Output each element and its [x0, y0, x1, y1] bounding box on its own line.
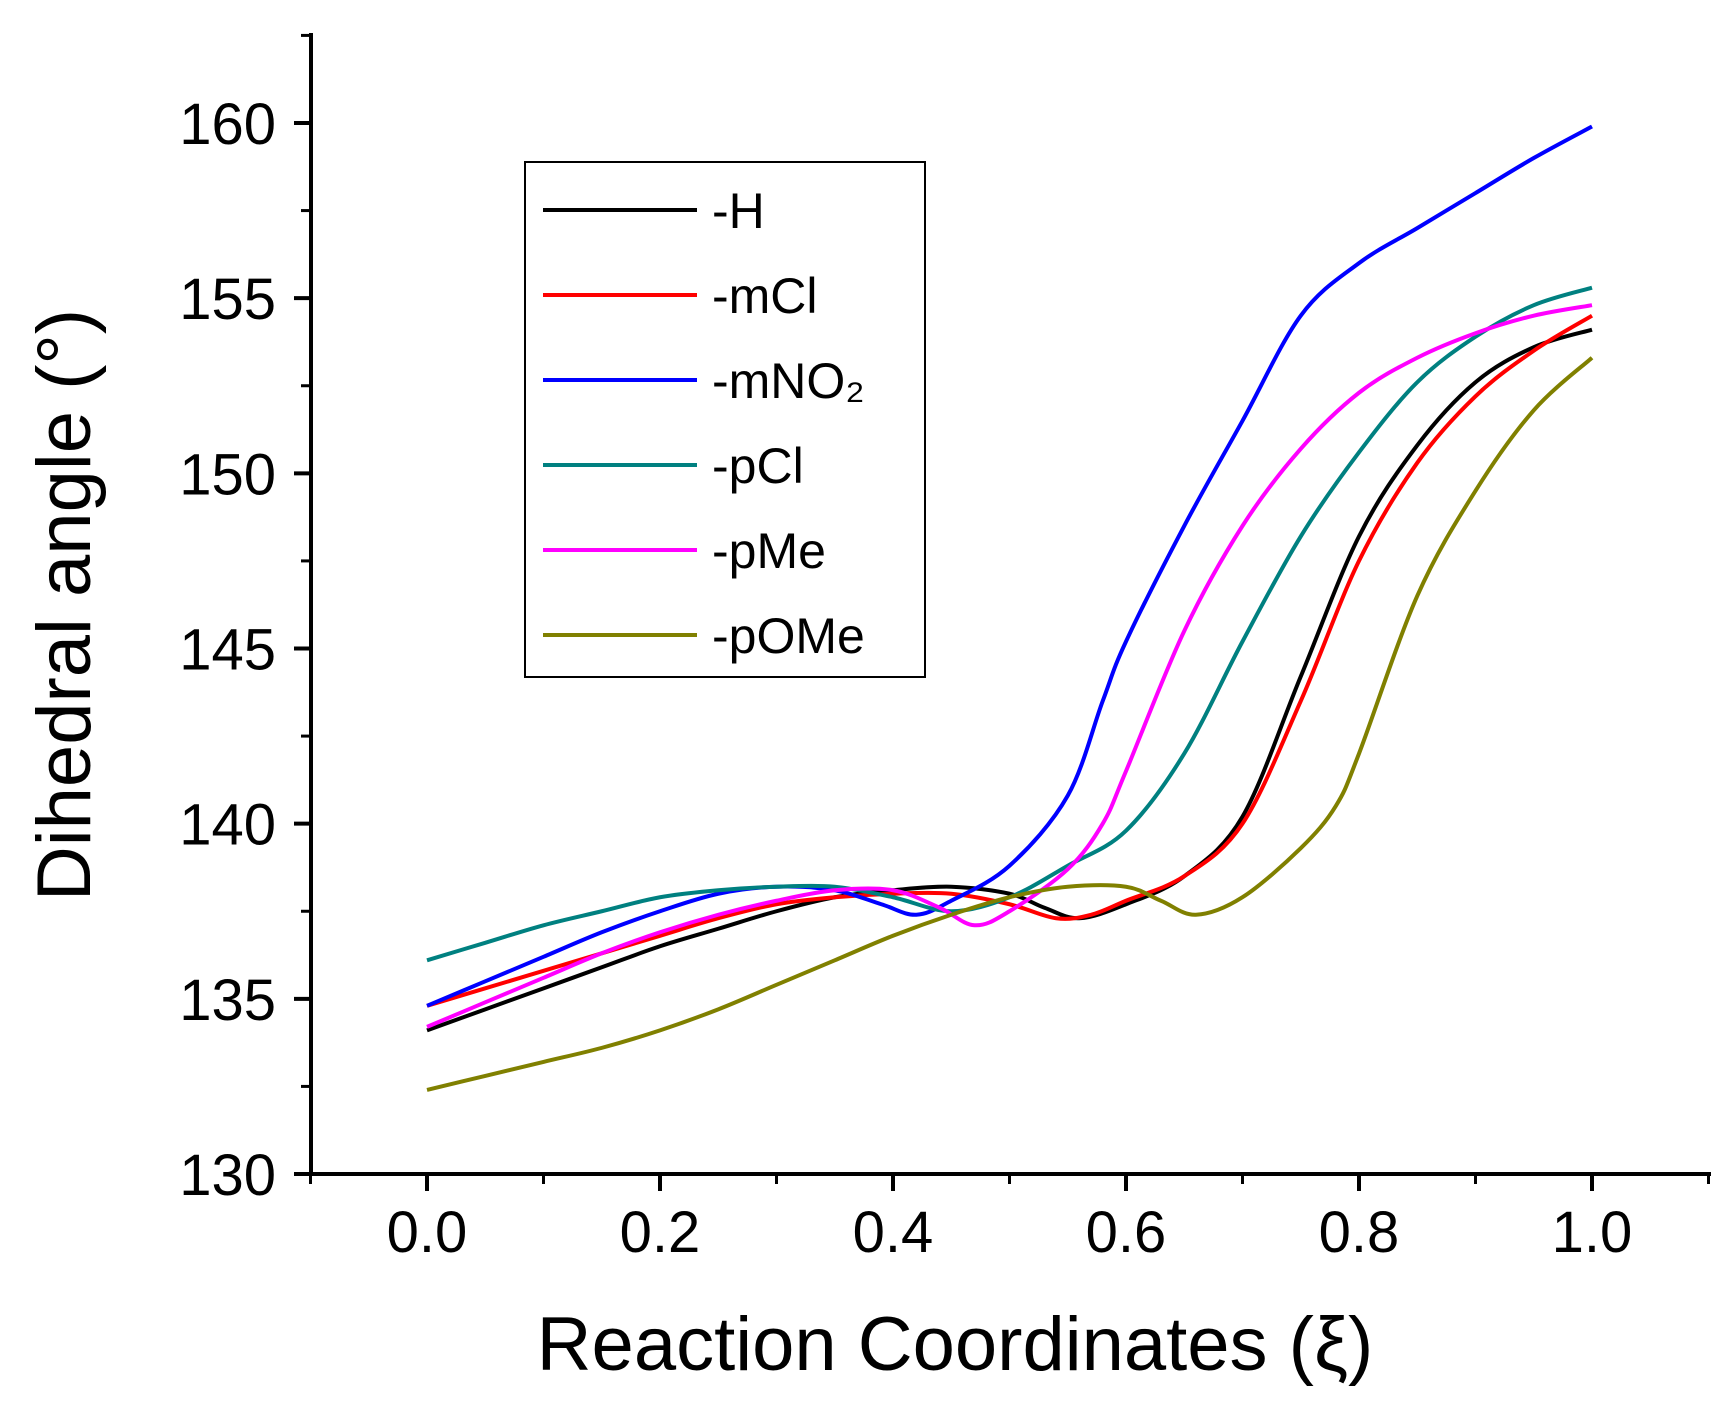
y-tick-label: 150 [179, 442, 276, 507]
series-line-3 [426, 285, 1593, 963]
legend-label: -pOMe [712, 608, 865, 664]
x-axis-title: Reaction Coordinates (ξ) [537, 1302, 1374, 1387]
x-tick-label: 1.0 [1552, 1200, 1633, 1265]
y-tick-label: 130 [179, 1143, 276, 1208]
series-line-5 [426, 356, 1594, 1092]
y-tick-label: 145 [179, 618, 276, 683]
x-tick-label: 0.2 [620, 1200, 701, 1265]
series-line-2 [426, 124, 1593, 1008]
y-tick-label: 160 [179, 92, 276, 157]
series-line-4 [426, 303, 1593, 1029]
x-tick-label: 0.8 [1319, 1200, 1400, 1265]
series-line-1 [426, 313, 1594, 1008]
x-tick-label: 0.4 [853, 1200, 934, 1265]
axes: 0.0 0.2 0.4 0.6 0.8 1.0 130 135 140 145 150 155 160 [179, 33, 1711, 1265]
legend-label: -H [712, 183, 765, 239]
y-tick-label: 155 [179, 267, 276, 332]
plot-lines [426, 124, 1594, 1092]
series-line-0 [426, 327, 1593, 1033]
x-tick-label: 0.0 [387, 1200, 468, 1265]
legend-label: -mNO₂ [712, 353, 865, 409]
y-tick-label: 135 [179, 968, 276, 1033]
x-tick-label: 0.6 [1086, 1200, 1167, 1265]
y-tick-label: 140 [179, 793, 276, 858]
legend-label: -pMe [712, 523, 826, 579]
legend-label: -mCl [712, 268, 818, 324]
legend: -H -mCl -mNO₂ -pCl -pMe -pOMe [524, 161, 926, 678]
legend-label: -pCl [712, 438, 804, 494]
y-axis-title: Dihedral angle (°) [22, 309, 107, 901]
legend-box [524, 161, 926, 678]
